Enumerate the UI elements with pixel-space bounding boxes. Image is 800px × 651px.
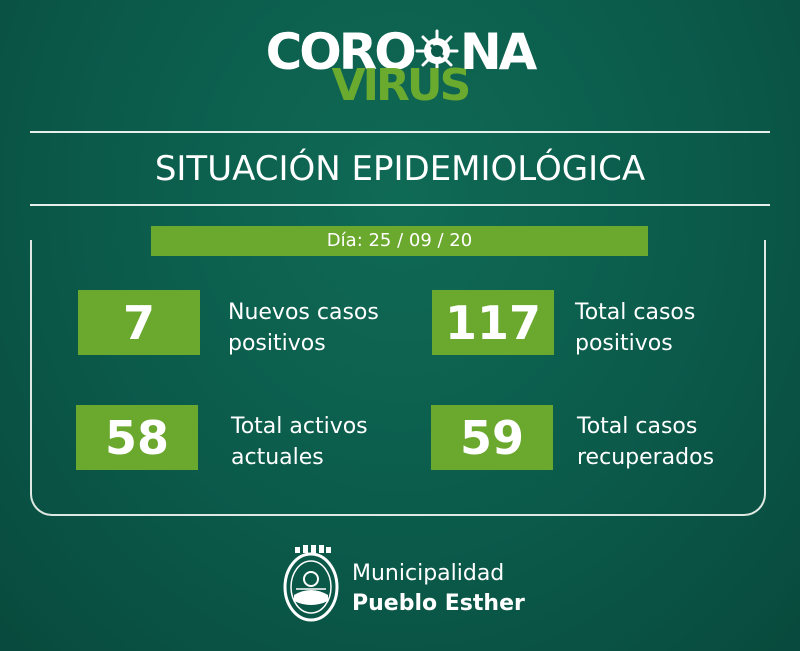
stat-label-line: Nuevos casos — [228, 300, 379, 325]
page-title: SITUACIÓN EPIDEMIOLÓGICA — [154, 149, 646, 189]
stat-label-line: positivos — [228, 331, 326, 356]
top-divider — [30, 131, 770, 133]
stat-value-recovered: 59 — [431, 405, 553, 470]
stat-label-line: recuperados — [577, 445, 715, 470]
logo-virus: VIRUS — [331, 60, 472, 111]
logo-corona: CORO NA — [0, 22, 800, 82]
logo-corona-start: CORO — [265, 23, 417, 81]
bottom-divider — [30, 204, 770, 206]
stat-label-line: Total activos — [231, 414, 368, 439]
stat-label-line: Total casos — [575, 300, 696, 325]
stat-value-active: 58 — [76, 405, 198, 470]
date-bar: Día: 25 / 09 / 20 — [151, 226, 648, 256]
stat-label-line: actuales — [231, 445, 324, 470]
municipal-seal-icon — [283, 545, 339, 622]
municipality-line: Municipalidad — [352, 561, 505, 586]
stat-label-new-positive: Nuevos casos positivos — [228, 297, 379, 359]
virus-icon — [415, 29, 459, 73]
stat-value-total-positive: 117 — [432, 290, 554, 355]
stat-label-total-positive: Total casos positivos — [575, 297, 695, 359]
stats-panel — [30, 240, 766, 516]
stat-label-line: Total casos — [577, 414, 698, 439]
municipality-town: Pueblo Esther — [352, 591, 525, 616]
logo-corona-end: NA — [459, 23, 538, 81]
municipality-name: Municipalidad Pueblo Esther — [352, 559, 525, 619]
stat-label-active: Total activos actuales — [231, 411, 368, 473]
stat-value-new-positive: 7 — [78, 290, 200, 355]
stat-label-line: positivos — [575, 331, 673, 356]
stat-label-recovered: Total casos recuperados — [577, 411, 714, 473]
